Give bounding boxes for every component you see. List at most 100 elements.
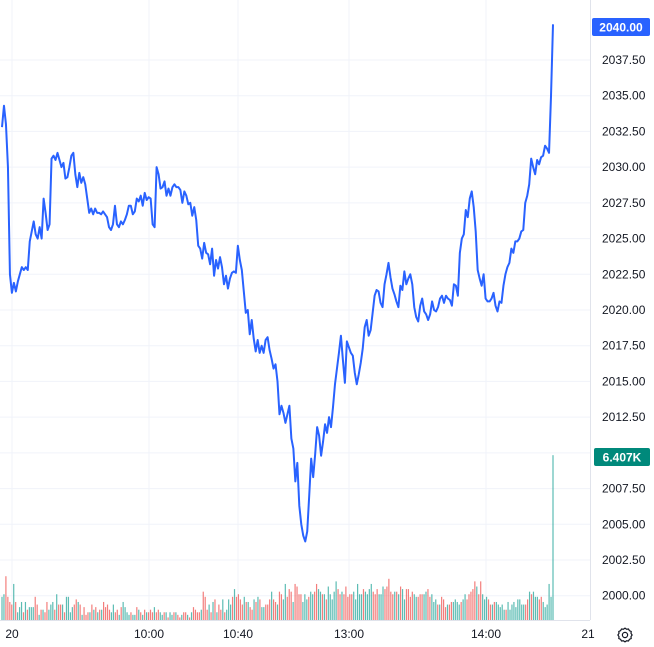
volume-bar <box>271 591 273 620</box>
volume-bar <box>499 607 501 620</box>
volume-bar <box>58 604 60 620</box>
volume-bar <box>48 609 50 620</box>
volume-bar <box>478 594 480 620</box>
volume-bar <box>546 604 548 620</box>
volume-bar <box>464 594 466 620</box>
volume-bar <box>257 596 259 620</box>
volume-bar <box>474 581 476 620</box>
volume-bar <box>509 609 511 620</box>
volume-bar <box>460 601 462 620</box>
volume-bar <box>153 607 156 620</box>
volume-bar <box>214 599 216 620</box>
volume-bar <box>267 604 269 620</box>
volume-bar <box>276 604 279 620</box>
volume-bar <box>392 594 394 620</box>
volume-bar <box>308 596 310 620</box>
volume-bar <box>187 614 189 620</box>
volume-bar <box>519 599 521 620</box>
volume-bar <box>231 596 234 620</box>
volume-bar <box>433 601 435 620</box>
volume-bar <box>71 607 73 620</box>
volume-bar <box>421 594 423 620</box>
volume-bar <box>343 594 345 620</box>
volume-bar <box>67 596 70 620</box>
volume-bar <box>95 607 97 620</box>
settings-icon[interactable] <box>616 626 634 644</box>
price-line <box>1 24 554 543</box>
volume-bar <box>9 601 11 620</box>
volume-bar <box>507 601 509 620</box>
y-tick-label: 2032.50 <box>602 124 646 138</box>
volume-bar <box>300 594 302 620</box>
y-tick-label: 2022.50 <box>602 267 646 281</box>
volume-bar <box>206 609 208 620</box>
volume-bar <box>321 594 324 620</box>
volume-bar <box>480 581 482 620</box>
volume-bar <box>310 591 312 620</box>
y-tick-label: 2002.50 <box>602 553 646 567</box>
volume-bar <box>34 596 36 620</box>
volume-bar <box>345 586 347 620</box>
time-axis[interactable]: 20 10:00 10:40 13:00 14:00 21 <box>5 627 595 641</box>
volume-bar <box>110 612 113 620</box>
volume-bar <box>120 607 122 620</box>
volume-bar <box>179 617 181 620</box>
volume-bar <box>351 594 353 620</box>
volume-bar <box>151 612 154 620</box>
volume-bar <box>394 591 396 620</box>
volume-bar <box>147 612 150 620</box>
volume-bar <box>327 586 329 620</box>
volume-bar <box>446 604 449 620</box>
volume-bar <box>290 591 292 620</box>
volume-bar <box>315 583 318 620</box>
volume-bar <box>384 589 386 620</box>
volume-bar <box>44 612 46 620</box>
volume-bar <box>444 607 447 620</box>
volume-bar <box>517 599 519 620</box>
volume-bar <box>138 609 140 620</box>
volume-bar <box>548 583 550 620</box>
volume-bar <box>521 604 523 620</box>
volume-bar <box>13 583 15 620</box>
volume-bar <box>198 612 200 620</box>
last-price-label: 2040.00 <box>599 21 643 35</box>
volume-bar <box>292 601 294 620</box>
volume-bar <box>99 609 101 620</box>
volume-bar <box>441 596 443 620</box>
volume-badge-bg <box>594 448 650 466</box>
volume-bar <box>177 614 179 620</box>
volume-bar <box>347 596 349 620</box>
volume-bar <box>427 589 429 620</box>
volume-bar <box>241 604 243 620</box>
volume-bar <box>288 589 290 620</box>
volume-bar <box>263 607 265 620</box>
volume-bar <box>185 612 187 620</box>
volume-bar <box>101 609 103 620</box>
volume-bar <box>405 589 408 620</box>
volume-bar <box>362 589 365 620</box>
volume-bar <box>376 589 378 620</box>
volume-bar <box>442 599 445 620</box>
volume-bar <box>409 596 411 620</box>
volume-bar <box>314 591 316 620</box>
volume-bar <box>482 594 484 620</box>
volume-bar <box>374 594 376 620</box>
volume-bar <box>69 612 71 620</box>
volume-bar <box>319 591 322 620</box>
volume-bar <box>349 594 351 620</box>
volume-bar <box>325 599 327 620</box>
price-axis[interactable]: 2000.002002.502005.002007.502010.002012.… <box>602 53 646 603</box>
volume-bar <box>114 612 116 620</box>
volume-bar <box>161 614 163 620</box>
volume-bar <box>302 601 304 620</box>
volume-bar <box>7 596 9 620</box>
volume-bar <box>411 591 413 620</box>
volume-bar <box>93 609 95 620</box>
volume-bar <box>544 607 546 620</box>
volume-bar <box>171 614 173 620</box>
volume-bar <box>368 589 370 620</box>
volume-bar <box>513 601 515 620</box>
volume-bar <box>91 604 93 620</box>
volume-bar <box>528 591 531 620</box>
